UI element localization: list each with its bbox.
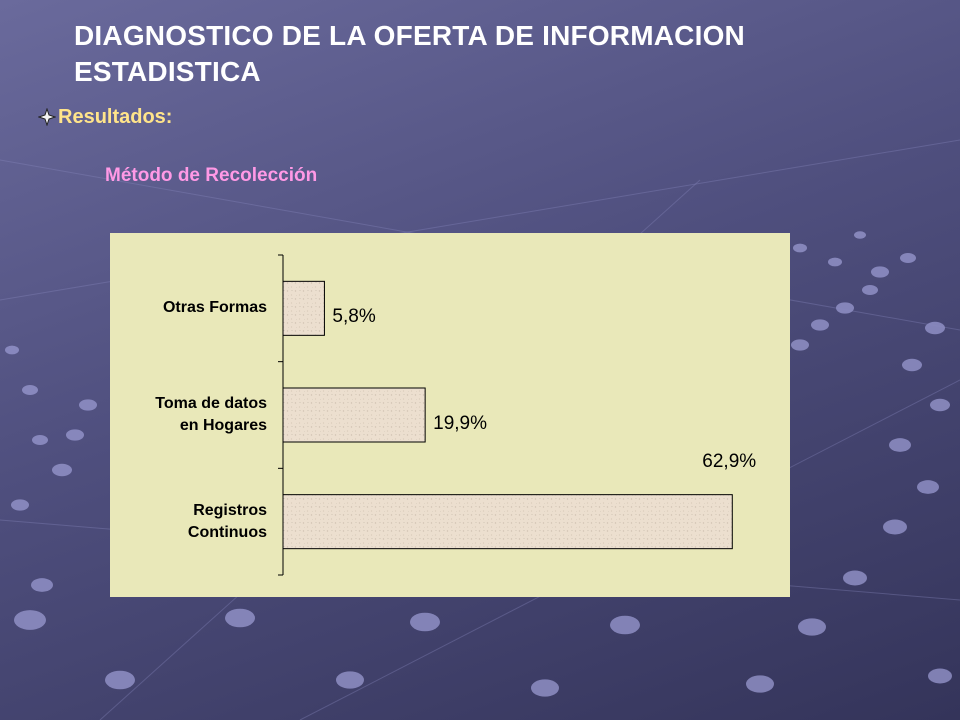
decorative-dot [902,358,922,372]
decorative-dot [336,671,364,689]
decorative-dot [889,438,911,452]
bar [282,494,733,550]
decorative-dot [410,612,440,632]
bar-chart: Otras Formas 5,8% Toma de datos en Hogares 1… [110,233,790,597]
chart-plot-area [278,254,733,576]
decorative-dot [798,618,826,636]
decorative-dot [66,429,84,441]
decorative-dot [828,257,842,267]
decorative-dot [862,285,878,295]
decorative-dot [930,398,950,412]
decorative-dot [843,570,867,586]
decorative-dot [610,615,640,635]
category-label-line: Otras Formas [162,299,267,317]
decorative-dot [225,608,255,628]
chart-subtitle: Método de Recolección [105,165,318,186]
category-label-line: Registros [193,501,267,519]
decorative-dot [5,345,19,355]
decorative-dot [871,266,889,278]
category-label-line: Toma de datos [155,395,267,412]
category-label-line: en Hogares [179,417,267,434]
four-point-star-icon [38,108,56,126]
decorative-dot [925,321,945,335]
bar [282,280,325,336]
decorative-dot [31,578,53,592]
results-bullet-label: Resultados: [58,105,173,128]
decorative-dot [811,319,829,331]
decorative-dot [11,499,29,511]
decorative-dot [883,519,907,535]
decorative-dot [746,675,774,693]
decorative-dot [836,302,854,314]
decorative-dot [105,670,135,690]
bullet-row: Resultados: [38,103,172,131]
category-label: Toma de datos en Hogares [97,393,267,437]
category-label: Otras Formas [97,297,267,319]
value-label: 5,8% [332,306,376,328]
decorative-dot [52,463,72,477]
decorative-dot [32,435,48,445]
decorative-dot [900,253,916,263]
decorative-dot [791,339,809,351]
decorative-dot [928,668,952,684]
category-label-line: Continuos [187,523,267,541]
decorative-dot [917,480,939,494]
bar [282,387,426,443]
decorative-dot [14,610,46,630]
category-label: Registros Continuos [97,500,267,544]
slide-title: DIAGNOSTICO DE LA OFERTA DE INFORMACION … [74,20,745,87]
decorative-dot [854,231,866,239]
decorative-dot [22,385,38,395]
decorative-dot [79,399,97,411]
decorative-dot [531,679,559,697]
decorative-dot [793,243,807,253]
value-label: 62,9% [702,450,757,472]
value-label: 19,9% [433,413,488,434]
